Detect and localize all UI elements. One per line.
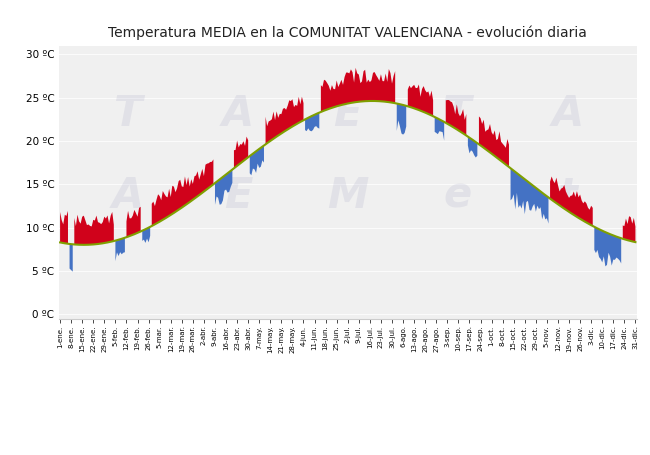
Text: t: t xyxy=(558,175,577,217)
Text: M: M xyxy=(327,175,369,217)
Text: A: A xyxy=(551,93,584,135)
Text: T: T xyxy=(114,93,142,135)
Text: E: E xyxy=(224,175,252,217)
Text: A: A xyxy=(222,93,254,135)
Text: E: E xyxy=(333,93,362,135)
Text: A: A xyxy=(112,175,144,217)
Text: T: T xyxy=(443,93,472,135)
Title: Temperatura MEDIA en la COMUNITAT VALENCIANA - evolución diaria: Temperatura MEDIA en la COMUNITAT VALENC… xyxy=(109,25,587,40)
Text: e: e xyxy=(443,175,472,217)
